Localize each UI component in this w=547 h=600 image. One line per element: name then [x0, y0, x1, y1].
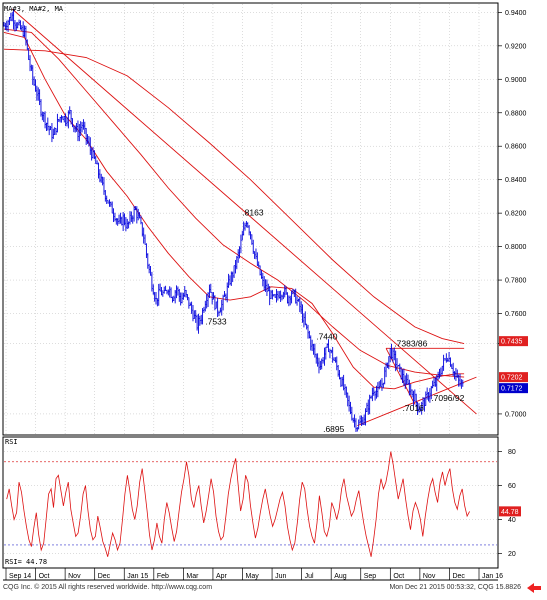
- rsi-value-tag: 44.78: [499, 506, 521, 517]
- scroll-left-arrow-icon[interactable]: [527, 583, 541, 593]
- price-axis-label: 0.7000: [505, 411, 527, 418]
- rsi-line-group: [6, 451, 470, 557]
- moving-average-line: [3, 31, 465, 390]
- x-tick-label: Feb: [157, 573, 169, 580]
- price-annotation: .7383/86: [394, 338, 427, 348]
- price-panel-frame: [2, 2, 499, 436]
- price-axis-label: 0.9200: [505, 43, 527, 50]
- trend-line: [11, 8, 477, 415]
- moving-average-line: [3, 48, 465, 345]
- price-axis-label: 0.7600: [505, 311, 527, 318]
- rsi-line: [6, 451, 470, 557]
- price-axis-label: 0.9400: [505, 10, 527, 17]
- x-tick-label: Dec: [452, 573, 465, 580]
- price-annotation: .6895: [323, 424, 345, 434]
- x-tick-label: Oct: [39, 573, 50, 580]
- moving-average-line: [3, 28, 465, 378]
- x-tick-label: Jan 16: [482, 573, 503, 580]
- rsi-axis-label: 60: [508, 483, 516, 490]
- x-tick-label: Jul: [305, 573, 314, 580]
- rsi-title: RSI: [5, 438, 18, 446]
- price-annotation: .7016: [403, 403, 425, 413]
- rsi-readout-label: RSI=: [5, 558, 22, 566]
- time-axis: Sep 14 Oct Nov Dec Jan 15 Feb Mar Apr May Jun Jul A…: [5, 568, 503, 580]
- trend-line: [357, 376, 477, 427]
- moving-average-lines: [3, 28, 465, 390]
- rsi-grid: [4, 451, 497, 554]
- rsi-axis-label: 20: [508, 551, 516, 558]
- price-axis-label: 0.8000: [505, 244, 527, 251]
- x-tick-label: May: [246, 573, 260, 580]
- rsi-tag-label: 44.78: [501, 509, 519, 516]
- price-axis-label: 0.9000: [505, 77, 527, 84]
- x-tick-label: Nov: [423, 573, 436, 580]
- x-tick-label: Apr: [216, 573, 228, 580]
- indicator-label: MA#3, MA#2, MA: [4, 5, 64, 13]
- price-axis-label: 0.8800: [505, 110, 527, 117]
- x-tick-label: Mar: [186, 573, 199, 580]
- price-tags: 0.7435 0.7202 0.7172: [499, 336, 528, 394]
- rsi-axis: 80 60 40 20: [498, 449, 516, 558]
- x-tick-label: Dec: [98, 573, 111, 580]
- price-annotation: .7096/92: [431, 393, 464, 403]
- price-bars: [3, 8, 464, 432]
- price-axis: 0.9400 0.9200 0.9000 0.8800 0.8600 0.8400 0.82…: [498, 10, 527, 418]
- price-axis-label: 0.8400: [505, 177, 527, 184]
- x-tick-label: Jun: [275, 573, 286, 580]
- x-tick-label: Sep 14: [9, 573, 31, 580]
- x-tick-label: Jan 15: [127, 573, 148, 580]
- price-annotation: .8163: [242, 208, 264, 218]
- x-tick-label: Aug: [334, 573, 347, 580]
- footer-copyright: CQG Inc. © 2015 All rights reserved worl…: [3, 584, 213, 591]
- price-annotation: .7440: [316, 331, 338, 341]
- price-tag-label: 0.7435: [501, 339, 523, 346]
- price-tag-box: [499, 383, 528, 394]
- x-tick-label: Oct: [393, 573, 404, 580]
- price-axis-label: 0.8200: [505, 211, 527, 218]
- price-tag-label: 0.7202: [501, 375, 523, 382]
- rsi-tag-box: [499, 506, 521, 517]
- price-annotation: .7533: [205, 316, 227, 326]
- x-tick-label: Nov: [68, 573, 81, 580]
- price-grid: [4, 4, 497, 434]
- trend-line: [385, 348, 416, 405]
- price-axis-label: 0.7800: [505, 278, 527, 285]
- price-annotations: .8163 .7533 .7440 .7383/86 .7016 .7096/92 .689…: [205, 208, 464, 434]
- price-axis-label: 0.8600: [505, 144, 527, 151]
- x-tick-label: Sep: [364, 573, 377, 580]
- footer-timestamp: Mon Dec 21 2015 00:53:32, CQG 15.8826: [389, 584, 521, 591]
- price-tag-label: 0.7172: [501, 386, 523, 393]
- rsi-axis-label: 40: [508, 517, 516, 524]
- rsi-readout-value: 44.78: [26, 558, 47, 566]
- trend-lines: [11, 8, 477, 427]
- rsi-axis-label: 80: [508, 449, 516, 456]
- price-tag-box: [499, 372, 528, 383]
- price-tag-box: [499, 336, 528, 347]
